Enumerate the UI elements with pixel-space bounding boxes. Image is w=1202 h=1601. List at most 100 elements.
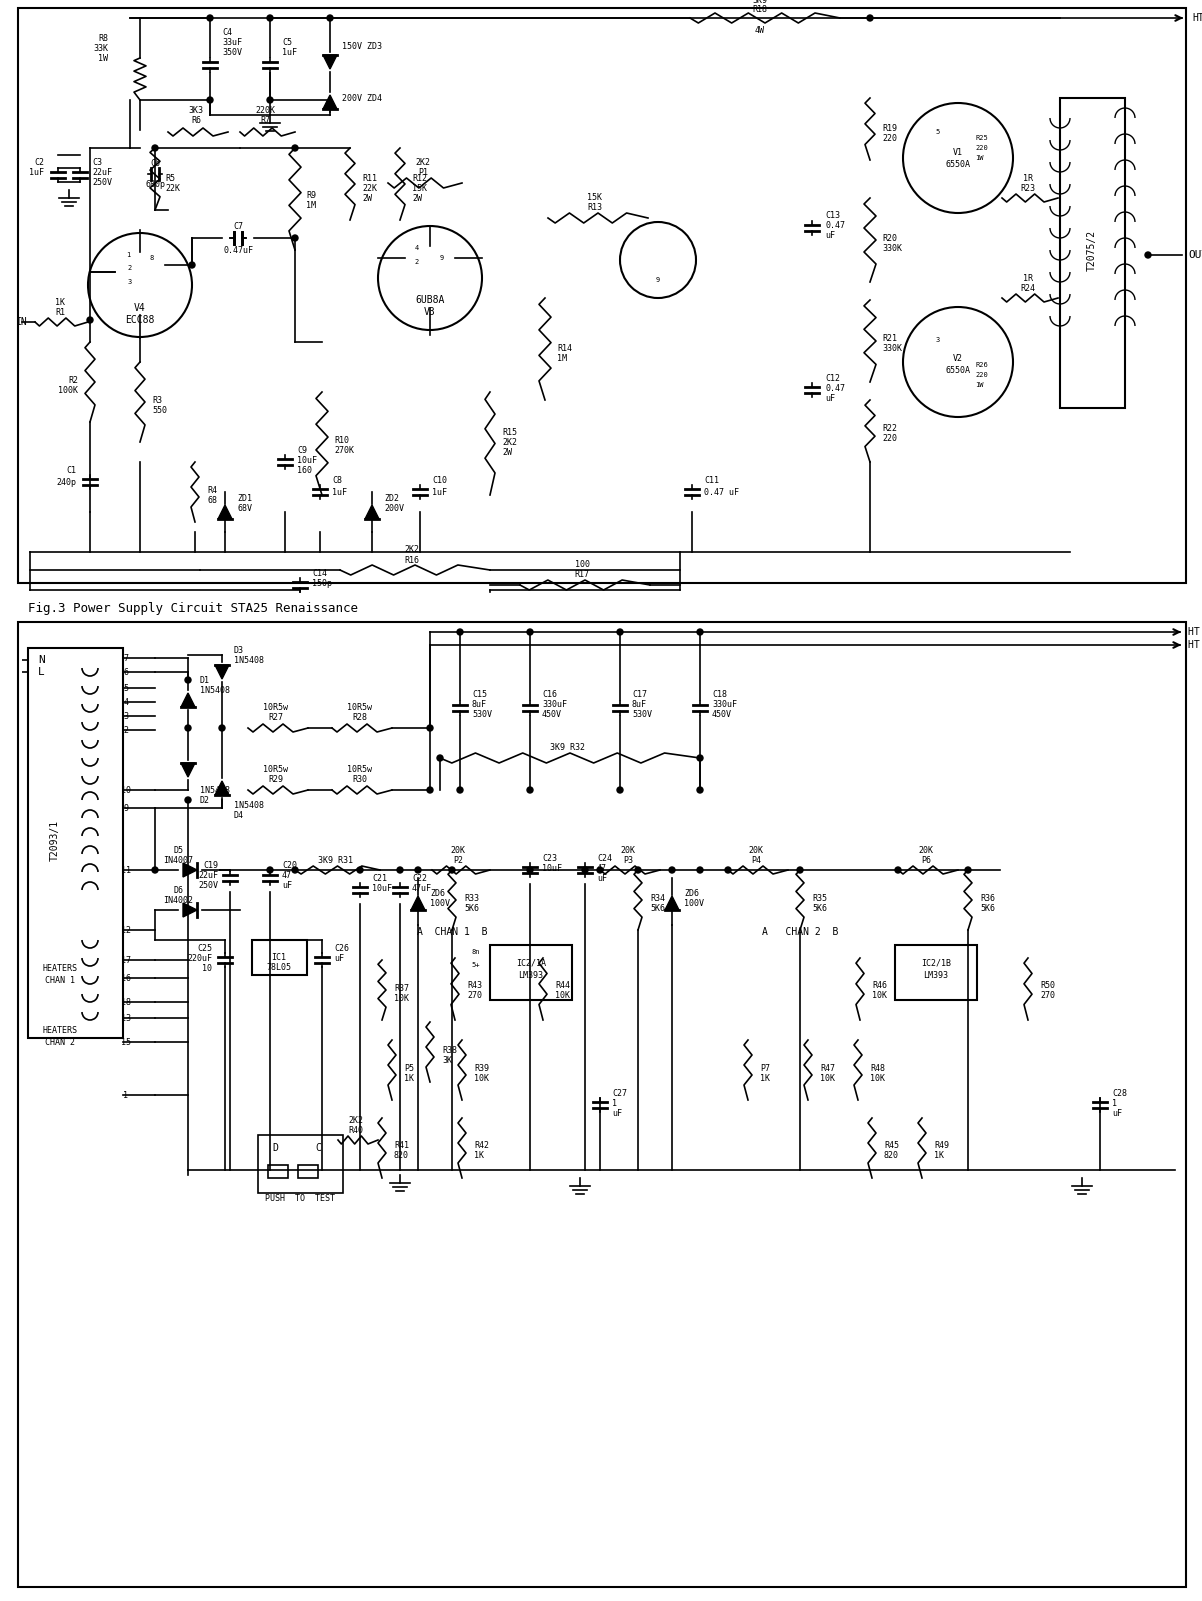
Text: 17: 17: [121, 956, 131, 964]
Text: C15: C15: [472, 690, 487, 698]
Text: 3: 3: [124, 711, 129, 720]
Text: R16: R16: [405, 556, 419, 565]
Text: 8uF: 8uF: [472, 700, 487, 709]
Circle shape: [397, 868, 403, 873]
Circle shape: [526, 629, 532, 636]
Text: 1K: 1K: [934, 1151, 944, 1159]
Text: 1W: 1W: [975, 383, 983, 387]
Polygon shape: [215, 664, 230, 679]
Text: C17: C17: [632, 690, 647, 698]
Text: P2: P2: [453, 855, 463, 865]
Text: 9: 9: [440, 255, 444, 261]
Text: R17: R17: [575, 570, 589, 578]
Circle shape: [697, 788, 703, 792]
Text: R27: R27: [268, 712, 284, 722]
Text: 2K2: 2K2: [416, 157, 430, 167]
Text: 20K: 20K: [620, 845, 636, 855]
Circle shape: [357, 868, 363, 873]
Text: C21: C21: [371, 874, 387, 882]
Text: 9: 9: [124, 804, 129, 812]
Circle shape: [617, 629, 623, 636]
Text: 270: 270: [1040, 991, 1055, 999]
Circle shape: [457, 788, 463, 792]
Circle shape: [438, 756, 444, 760]
Text: 12: 12: [121, 925, 131, 935]
Text: R26: R26: [975, 362, 988, 368]
Text: 6550A: 6550A: [946, 160, 970, 168]
Text: 200V: 200V: [383, 503, 404, 512]
Text: 100V: 100V: [430, 898, 450, 908]
Text: ZD6: ZD6: [684, 889, 700, 898]
Circle shape: [207, 98, 213, 102]
Text: R25: R25: [975, 134, 988, 141]
Text: 220: 220: [882, 133, 897, 142]
Text: 2: 2: [415, 259, 419, 266]
Text: 820: 820: [883, 1151, 899, 1159]
Text: 1: 1: [126, 251, 130, 258]
Text: 1uF: 1uF: [29, 168, 44, 176]
Text: R37: R37: [394, 983, 409, 993]
Text: P6: P6: [921, 855, 932, 865]
Text: R14: R14: [557, 344, 572, 352]
Text: C11: C11: [704, 475, 719, 485]
Text: IC2/1A: IC2/1A: [516, 959, 546, 967]
Text: R10: R10: [334, 435, 349, 445]
Text: 10: 10: [202, 964, 212, 972]
Text: R35: R35: [813, 893, 827, 903]
Text: 1M: 1M: [307, 200, 316, 210]
Text: C18: C18: [712, 690, 727, 698]
Circle shape: [219, 725, 225, 732]
Text: R38: R38: [442, 1045, 457, 1055]
Text: 3K3: 3K3: [189, 106, 203, 115]
Text: R47: R47: [820, 1063, 835, 1073]
Text: 33K: 33K: [93, 43, 108, 53]
Text: R33: R33: [464, 893, 480, 903]
Text: D3: D3: [234, 645, 244, 655]
Text: HEATERS: HEATERS: [42, 964, 77, 972]
Text: 0.47: 0.47: [825, 221, 845, 229]
Text: 0.47 uF: 0.47 uF: [704, 487, 739, 496]
Text: R42: R42: [474, 1140, 489, 1150]
Circle shape: [292, 146, 298, 150]
Text: 3: 3: [127, 279, 132, 285]
Text: 10K: 10K: [394, 994, 409, 1002]
Text: 10R5w: 10R5w: [263, 703, 288, 711]
Text: 200V ZD4: 200V ZD4: [343, 93, 382, 102]
Circle shape: [151, 146, 157, 150]
Polygon shape: [365, 504, 379, 519]
Text: HT CHAN 1: HT CHAN 1: [1188, 628, 1202, 637]
Text: 250V: 250V: [198, 881, 218, 890]
Text: R6: R6: [191, 115, 201, 125]
Text: 1R: 1R: [1023, 274, 1033, 282]
Circle shape: [526, 788, 532, 792]
Text: 4W: 4W: [755, 26, 764, 35]
Circle shape: [207, 14, 213, 21]
Circle shape: [725, 868, 731, 873]
Circle shape: [457, 629, 463, 636]
Text: 820: 820: [394, 1151, 409, 1159]
Circle shape: [327, 14, 333, 21]
Text: P1: P1: [418, 168, 428, 176]
Text: 270K: 270K: [334, 445, 355, 455]
Text: 1M: 1M: [557, 354, 567, 362]
Circle shape: [427, 788, 433, 792]
Text: C12: C12: [825, 373, 840, 383]
Text: 1K: 1K: [760, 1074, 770, 1082]
Text: uF: uF: [825, 231, 835, 240]
Text: C13: C13: [825, 210, 840, 219]
Bar: [252, 940, 307, 975]
Circle shape: [185, 677, 191, 684]
Text: R36: R36: [980, 893, 995, 903]
Text: R21: R21: [882, 333, 897, 343]
Text: 22uF: 22uF: [93, 168, 112, 176]
Text: P5: P5: [404, 1063, 413, 1073]
Text: 78L05: 78L05: [267, 962, 292, 972]
Circle shape: [697, 756, 703, 760]
Polygon shape: [182, 764, 195, 776]
Text: 0.47uF: 0.47uF: [224, 245, 252, 255]
Circle shape: [697, 868, 703, 873]
Text: C19: C19: [203, 860, 218, 869]
Circle shape: [617, 788, 623, 792]
Text: LM393: LM393: [923, 970, 948, 980]
Text: R9: R9: [307, 191, 316, 200]
